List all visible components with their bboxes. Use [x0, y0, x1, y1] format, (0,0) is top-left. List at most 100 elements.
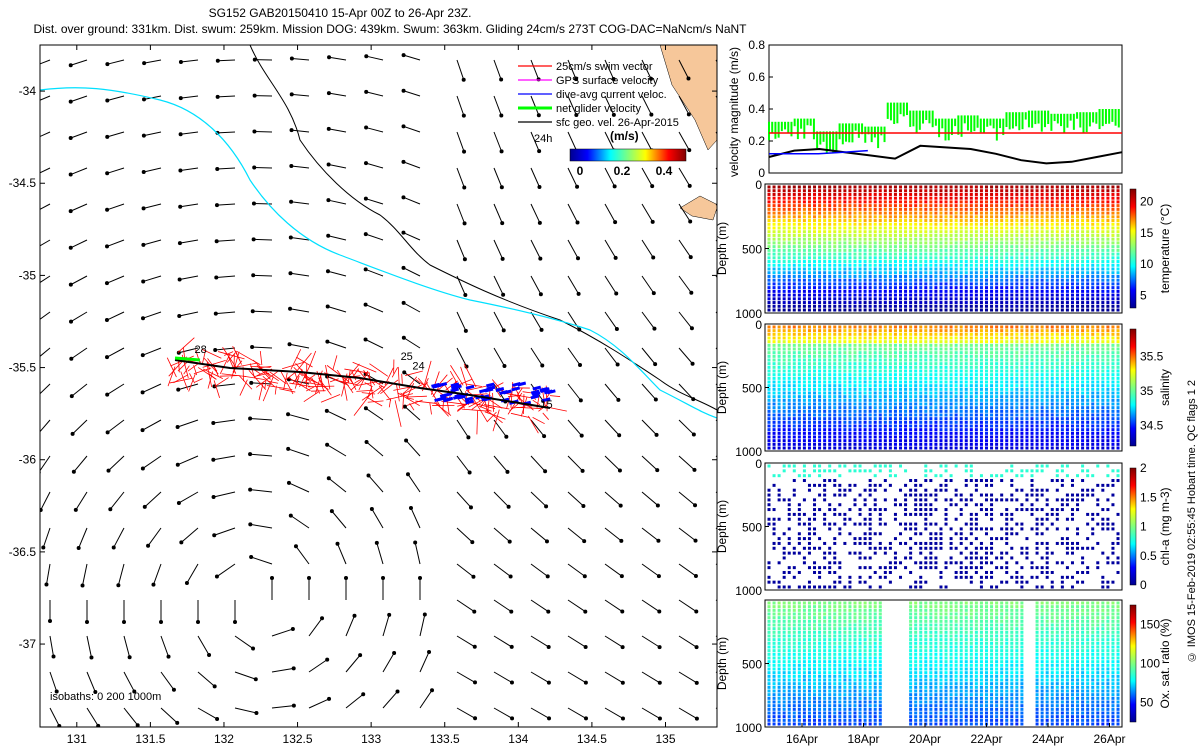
current-arrow — [109, 491, 125, 510]
current-arrow — [403, 232, 421, 241]
section-data-point — [848, 241, 852, 245]
current-arrow — [604, 203, 616, 223]
current-arrow — [456, 563, 474, 578]
section-data-point — [883, 362, 887, 366]
current-arrow-head — [499, 77, 504, 82]
current-arrow-head — [686, 112, 691, 117]
current-arrow — [456, 203, 466, 224]
current-arrow — [70, 239, 88, 249]
section-data-point — [813, 343, 817, 347]
section-data-point — [1086, 204, 1090, 208]
section-data-point — [1005, 222, 1009, 226]
section-data-point — [888, 439, 892, 443]
section-data-point — [919, 274, 923, 278]
section-data-point — [979, 237, 983, 241]
section-data-point — [934, 230, 938, 234]
current-arrow-head — [289, 56, 294, 61]
section-data-point — [797, 395, 801, 399]
current-arrow-head — [363, 302, 368, 307]
section-data-point — [1091, 263, 1095, 267]
current-arrow-head — [392, 651, 397, 656]
section-data-point — [818, 402, 822, 406]
section-data-point — [782, 424, 786, 428]
section-data-point — [1060, 297, 1064, 301]
current-arrow-head — [289, 199, 294, 204]
section-data-point — [807, 373, 811, 377]
section-data-point — [1005, 256, 1009, 260]
current-arrow-head — [327, 696, 332, 701]
section-data-point — [1106, 219, 1110, 223]
section-data-point — [1020, 301, 1024, 305]
current-arrow-head — [215, 58, 220, 63]
section-data-point — [777, 376, 781, 380]
section-data-point — [1050, 301, 1054, 305]
section-data-point — [1050, 204, 1054, 208]
current-arrow — [345, 693, 364, 709]
section-data-point — [797, 192, 801, 196]
section-data-point — [777, 271, 781, 275]
section-data-point — [767, 424, 771, 428]
section-data-point — [919, 380, 923, 384]
section-data-point — [969, 215, 973, 219]
section-data-point — [984, 192, 988, 196]
section-data-point — [777, 226, 781, 230]
section-data-point — [1050, 293, 1054, 297]
section-data-point — [858, 406, 862, 410]
section-data-point — [792, 204, 796, 208]
current-arrow — [107, 419, 125, 433]
section-data-point — [797, 439, 801, 443]
section-data-point — [1096, 263, 1100, 267]
section-data-point — [949, 340, 953, 344]
section-data-point — [939, 245, 943, 249]
section-data-point — [802, 402, 806, 406]
current-arrow — [530, 563, 549, 577]
section-data-point — [904, 384, 908, 388]
section-data-point — [792, 398, 796, 402]
section-data-point — [1025, 286, 1029, 290]
section-data-point — [883, 420, 887, 424]
section-data-point — [954, 358, 958, 362]
section-data-point — [1096, 252, 1100, 256]
section-data-point — [954, 435, 958, 439]
section-data-point — [863, 274, 867, 278]
section-data-point — [1045, 207, 1049, 211]
section-data-point — [777, 200, 781, 204]
swim-vector — [450, 365, 464, 386]
section-data-point — [995, 204, 999, 208]
section-data-point — [1091, 219, 1095, 223]
map-x-tick-label: 133 — [361, 732, 381, 746]
current-arrow — [345, 654, 361, 673]
section-data-point — [995, 260, 999, 264]
current-arrow-head — [472, 609, 477, 614]
section-data-point — [883, 336, 887, 340]
section-data-point — [929, 343, 933, 347]
section-data-point — [1106, 233, 1110, 237]
section-data-point — [1091, 297, 1095, 301]
current-arrow — [403, 196, 421, 205]
current-arrow — [40, 311, 51, 320]
section-data-point — [878, 325, 882, 329]
section-data-point — [1086, 189, 1090, 193]
section-data-point — [1035, 207, 1039, 211]
section-data-point — [909, 185, 913, 189]
section-data-point — [807, 398, 811, 402]
section-data-point — [1086, 267, 1090, 271]
section-data-point — [984, 297, 988, 301]
current-arrow — [106, 203, 125, 211]
section-data-point — [984, 308, 988, 312]
section-data-point — [1000, 271, 1004, 275]
section-data-point — [919, 435, 923, 439]
current-arrow — [419, 614, 426, 637]
section-data-point — [873, 263, 877, 267]
section-data-point — [823, 431, 827, 435]
current-arrow-head — [693, 503, 698, 508]
section-data-point — [833, 365, 837, 369]
section-data-point — [802, 329, 806, 333]
current-arrow — [403, 54, 421, 61]
current-arrow-head — [430, 688, 435, 693]
current-arrow — [404, 406, 421, 421]
section-data-point — [995, 282, 999, 286]
current-arrow — [216, 239, 236, 242]
section-data-point — [984, 271, 988, 275]
